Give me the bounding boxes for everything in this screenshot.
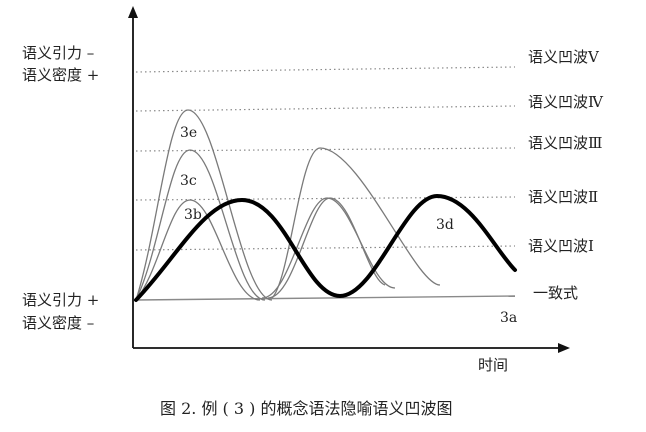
axes xyxy=(132,14,562,349)
guide-wave-IV xyxy=(135,105,516,112)
figure-caption: 图 2. 例 ( 3 ) 的概念语法隐喻语义凹波图 xyxy=(160,399,452,418)
curve-3d xyxy=(134,193,517,302)
consistency-baseline xyxy=(135,295,516,301)
x-axis-arrow xyxy=(558,343,570,353)
curve-3c-wave-2 xyxy=(267,197,386,299)
y-bottom-label-1: 语义引力 + xyxy=(22,291,99,309)
level-label-wave-I: 语义凹波Ⅰ xyxy=(528,237,594,255)
y-top-label-2: 语义密度 + xyxy=(22,66,99,84)
thin-curves xyxy=(135,109,441,301)
level-label-consistency: 一致式 xyxy=(533,284,578,302)
curve-3b-wave-2 xyxy=(261,197,396,299)
curve-3c-wave-1 xyxy=(135,149,266,301)
level-label-wave-V: 语义凹波Ⅴ xyxy=(528,48,600,66)
x-axis-label: 时间 xyxy=(478,356,508,374)
guide-wave-V xyxy=(135,66,516,73)
curve-tag-3c: 3c xyxy=(180,173,197,189)
curve-3e-wave-2 xyxy=(271,147,441,299)
curve-3e-wave-1 xyxy=(135,109,273,301)
y-axis-arrow xyxy=(128,6,138,18)
guide-wave-I xyxy=(135,245,516,251)
curve-tag-3d: 3d xyxy=(436,217,454,233)
curve-tag-3a: 3a xyxy=(500,310,517,326)
curve-tag-3e: 3e xyxy=(180,125,197,141)
curve-3b-wave-1 xyxy=(135,199,261,301)
level-label-wave-III: 语义凹波Ⅲ xyxy=(528,134,602,152)
y-top-label-1: 语义引力 – xyxy=(22,44,94,62)
y-bottom-label-2: 语义密度 – xyxy=(22,314,94,332)
level-label-wave-IV: 语义凹波Ⅳ xyxy=(528,93,604,111)
level-label-wave-II: 语义凹波Ⅱ xyxy=(528,188,598,206)
curve-tag-3b: 3b xyxy=(184,207,202,223)
